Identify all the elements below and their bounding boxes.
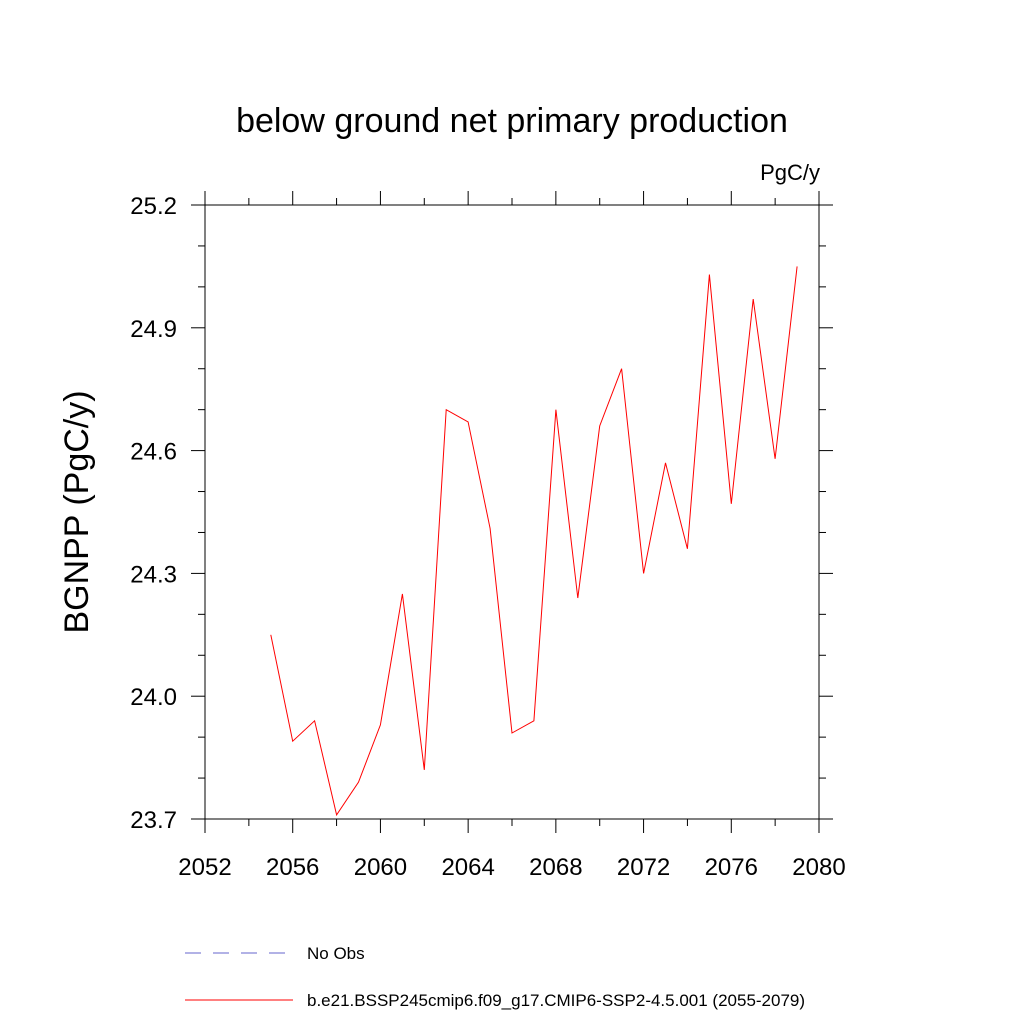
legend-label: No Obs — [307, 944, 365, 963]
x-ticks: 2052 2056 2060 2064 2068 2072 2076 2080 — [178, 191, 846, 881]
x-tick-label: 2080 — [792, 854, 845, 881]
y-tick-label: 24.0 — [130, 684, 177, 711]
x-tick-label: 2060 — [354, 854, 407, 881]
series-layer — [270, 266, 798, 817]
x-tick-label: 2076 — [705, 854, 758, 881]
x-tick-label: 2052 — [178, 854, 231, 881]
y-tick-label: 24.3 — [130, 561, 177, 588]
x-tick-label: 2064 — [441, 854, 494, 881]
chart-title: below ground net primary production — [236, 102, 788, 140]
y-tick-label: 24.6 — [130, 439, 177, 466]
y-tick-label: 23.7 — [130, 807, 177, 834]
y-axis-label: BGNPP (PgC/y) — [58, 390, 96, 633]
legend-label: b.e21.BSSP245cmip6.f09_g17.CMIP6-SSP2-4.… — [307, 991, 805, 1010]
y-tick-label: 24.9 — [130, 316, 177, 343]
legend: No Obs b.e21.BSSP245cmip6.f09_g17.CMIP6-S… — [185, 944, 805, 1010]
units-label: PgC/y — [760, 160, 820, 185]
y-tick-label: 25.2 — [130, 193, 177, 220]
y-ticks: 23.7 24.0 24.3 24.6 24.9 25.2 — [130, 193, 833, 834]
x-tick-label: 2072 — [617, 854, 670, 881]
x-tick-label: 2056 — [266, 854, 319, 881]
plot-frame — [204, 204, 820, 820]
x-tick-label: 2068 — [529, 854, 582, 881]
series-line — [270, 266, 798, 817]
